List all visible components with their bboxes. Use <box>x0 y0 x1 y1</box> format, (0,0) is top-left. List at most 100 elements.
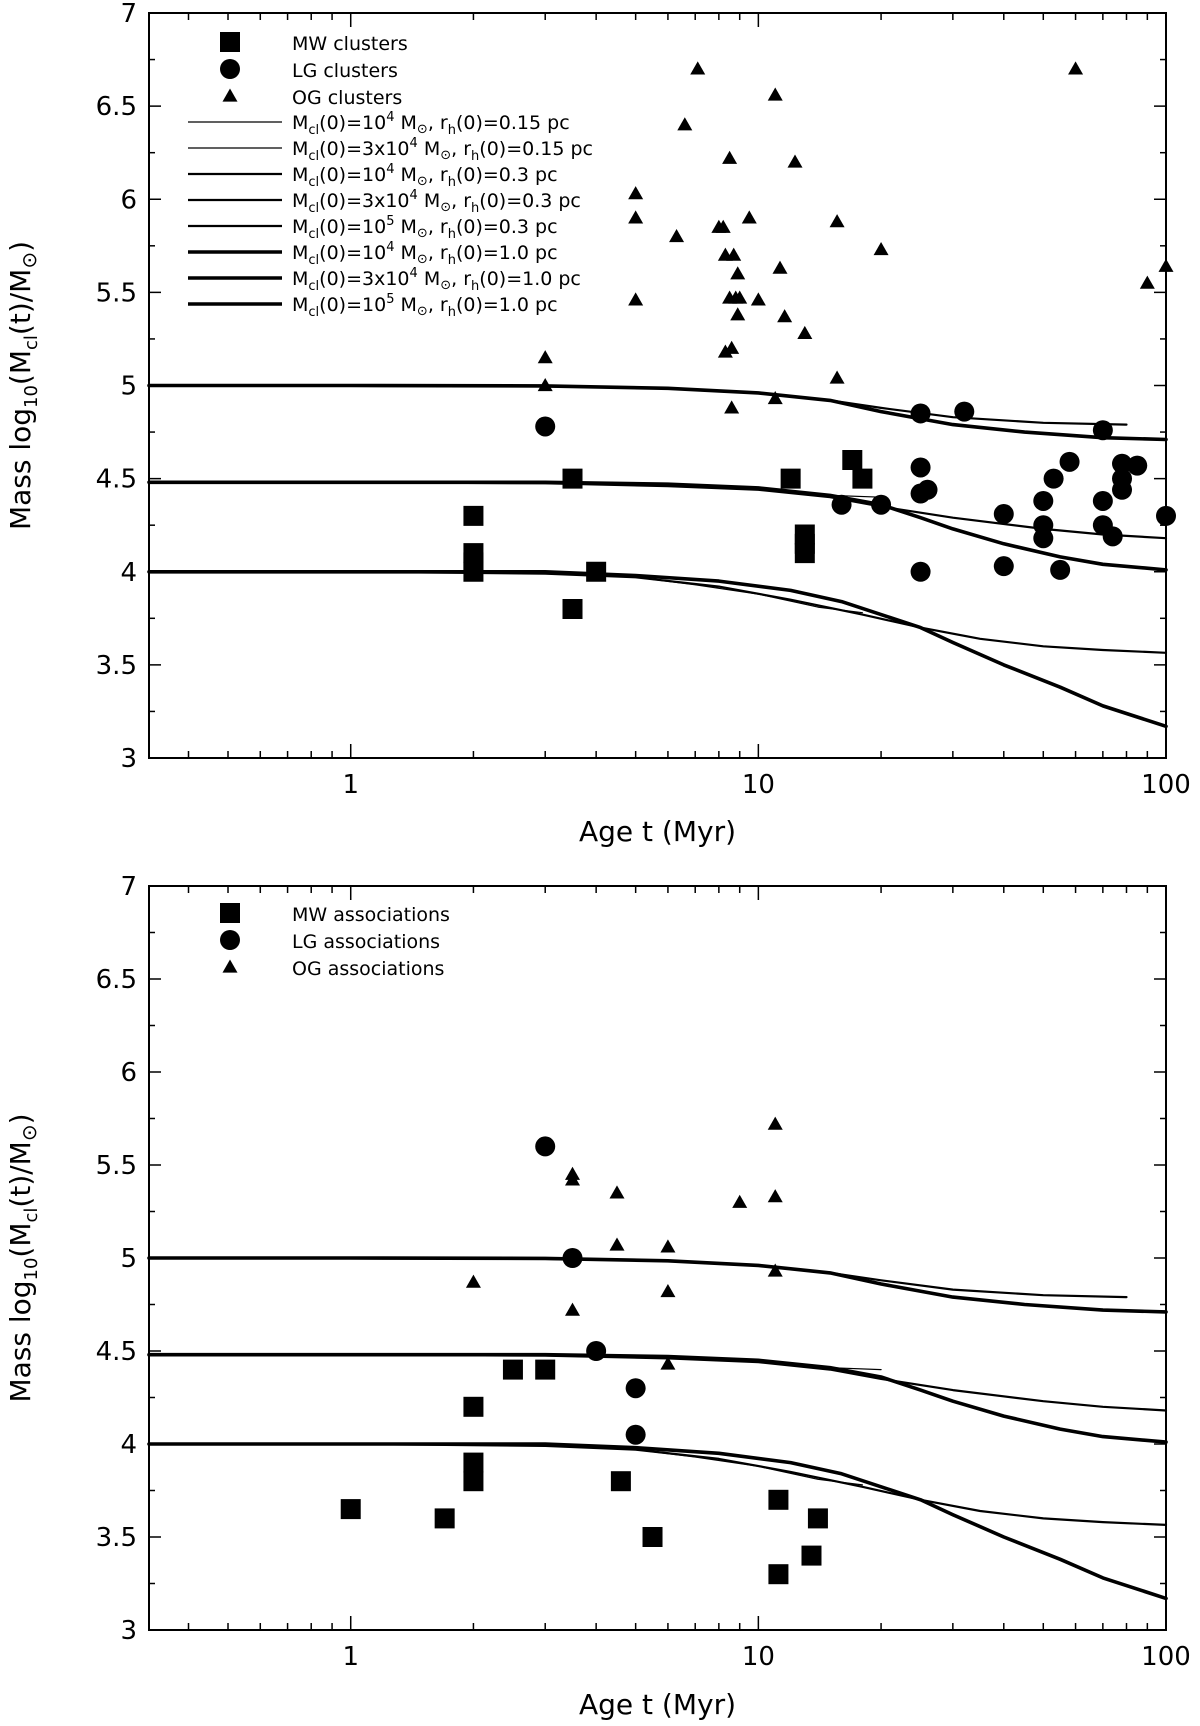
circle-marker <box>954 401 975 422</box>
legend-curve-label-part: , r <box>428 294 448 316</box>
legend-curve-label-part: M <box>292 138 308 160</box>
triangle-marker <box>797 325 813 339</box>
legend-curve-label-part: M <box>394 242 416 264</box>
legend-curve-label-part: h <box>471 279 479 294</box>
y-axis-label: Mass log10(Mcl(t)/M⊙) <box>4 1113 42 1402</box>
legend-curve-label-part: h <box>448 123 456 138</box>
square-marker <box>610 1471 631 1492</box>
x-tick-label: 100 <box>1141 770 1191 800</box>
x-axis-label: Age t (Myr) <box>579 1688 736 1721</box>
circle-marker <box>871 494 892 515</box>
x-tick-label: 1 <box>342 1642 359 1672</box>
y-axis-label-part: (M <box>4 350 37 385</box>
triangle-marker <box>609 1237 625 1251</box>
square-marker <box>801 1545 822 1566</box>
triangle-marker <box>660 1356 676 1370</box>
circle-marker <box>535 416 556 437</box>
triangle-marker <box>724 340 740 354</box>
x-tick-label: 100 <box>1141 1642 1191 1672</box>
square-marker <box>768 1489 789 1510</box>
model-curve-3e4_0.3 <box>147 481 1168 540</box>
square-marker <box>502 1359 523 1380</box>
legend-label: LG associations <box>292 931 440 953</box>
legend-curve-label: Mcl(0)=105 M⊙, rh(0)=0.3 pc <box>292 214 558 242</box>
legend-curve-label-part: M <box>418 268 440 290</box>
y-axis-label-sub: 10 <box>21 385 42 408</box>
square-marker <box>535 1359 556 1380</box>
triangle-marker <box>565 1302 581 1316</box>
legend-curve-label-part: , r <box>451 190 471 212</box>
legend-curve-label-part: (0)=0.3 pc <box>456 216 558 238</box>
legend-curve-label: Mcl(0)=104 M⊙, rh(0)=0.15 pc <box>292 110 570 138</box>
legend-circle-symbol <box>220 59 240 79</box>
x-axis: 1 10 100 <box>187 13 1191 800</box>
legend-curve-label-part: , r <box>428 112 448 134</box>
legend-curve-label: Mcl(0)=3x104 M⊙, rh(0)=0.3 pc <box>292 188 581 216</box>
legend-label: MW associations <box>292 904 450 926</box>
legend-curve-label: Mcl(0)=3x104 M⊙, rh(0)=0.15 pc <box>292 136 593 164</box>
y-tick-label: 4 <box>120 1430 137 1460</box>
legend-curve-label-part: M <box>418 190 440 212</box>
legend-curve-label-part: 4 <box>386 240 394 255</box>
triangle-marker <box>732 290 748 304</box>
y-tick-label: 7 <box>120 0 137 29</box>
triangle-marker <box>660 1239 676 1253</box>
triangle-marker <box>537 350 553 364</box>
triangle-marker <box>690 61 706 75</box>
legend-curve-label-part: cl <box>308 279 319 294</box>
y-axis-label-sub: cl <box>21 335 42 350</box>
model-curve-1e4_0.3 <box>147 1442 1168 1526</box>
circle-marker <box>535 1136 556 1157</box>
legend-curve-label-part: (0)=10 <box>319 164 386 186</box>
legend-curve-label-part: h <box>448 227 456 242</box>
y-axis-label: Mass log10(Mcl(t)/M⊙) <box>4 241 42 530</box>
y-tick-label: 6.5 <box>96 92 137 122</box>
legend-label: OG clusters <box>292 87 402 109</box>
y-tick-label: 3 <box>120 744 137 774</box>
legend-curve-label: Mcl(0)=105 M⊙, rh(0)=1.0 pc <box>292 292 558 320</box>
legend: MW associations LG associations OG associa… <box>220 903 450 980</box>
triangle-marker <box>565 1172 581 1186</box>
legend-label: MW clusters <box>292 33 408 55</box>
y-tick-label: 5 <box>120 1244 137 1274</box>
circle-marker <box>625 1424 646 1445</box>
y-tick-label: 3.5 <box>96 1523 137 1553</box>
legend-curve-label-part: (0)=1.0 pc <box>456 242 558 264</box>
y-tick-label: 5.5 <box>96 278 137 308</box>
legend-curve-label-part: 4 <box>386 110 394 125</box>
legend-curve-label-part: 5 <box>386 292 394 307</box>
triangle-marker <box>677 117 693 131</box>
legend-curve-label-part: M <box>292 112 308 134</box>
y-axis: 3 3.5 4 4.5 5 5.5 6 6.5 7 <box>96 0 1166 774</box>
circle-marker <box>1092 490 1113 511</box>
y-tick-label: 3 <box>120 1616 137 1646</box>
legend-curve-label-part: (0)=10 <box>319 242 386 264</box>
model-curve-1e4_1.0 <box>147 1442 1168 1601</box>
legend-curve-label-part: 4 <box>386 162 394 177</box>
triangle-marker <box>829 370 845 384</box>
model-curve-1e5_0.3 <box>147 384 1128 426</box>
legend-curve-label-part: M <box>292 164 308 186</box>
circle-marker <box>1059 451 1080 472</box>
legend-curve-label-part: ⊙ <box>417 226 428 241</box>
legend-curve-label-part: (0)=10 <box>319 216 386 238</box>
legend-curve-label: Mcl(0)=104 M⊙, rh(0)=0.3 pc <box>292 162 558 190</box>
legend-curve-label-part: ⊙ <box>417 122 428 137</box>
bottom-panel: 3 3.5 4 4.5 5 5.5 6 6.5 7 1 10 100 Age t (Myr) Mass l… <box>4 872 1191 1721</box>
y-tick-label: 5.5 <box>96 1151 137 1181</box>
legend-curve-label-part: M <box>418 138 440 160</box>
legend-curve-label-part: ⊙ <box>417 174 428 189</box>
x-axis-label: Age t (Myr) <box>579 815 736 848</box>
circle-marker <box>1112 479 1133 500</box>
legend-curve-label-part: h <box>448 253 456 268</box>
circle-marker <box>1092 420 1113 441</box>
legend-curve-label-part: (0)=3x10 <box>319 268 409 290</box>
x-tick-label: 1 <box>342 770 359 800</box>
legend-curve-label-part: h <box>448 175 456 190</box>
circle-marker <box>1033 490 1054 511</box>
model-curve-1e4_1.0 <box>147 570 1168 729</box>
square-marker <box>562 599 583 619</box>
legend-curve-label-part: (0)=0.15 pc <box>456 112 570 134</box>
triangle-marker <box>777 309 793 323</box>
